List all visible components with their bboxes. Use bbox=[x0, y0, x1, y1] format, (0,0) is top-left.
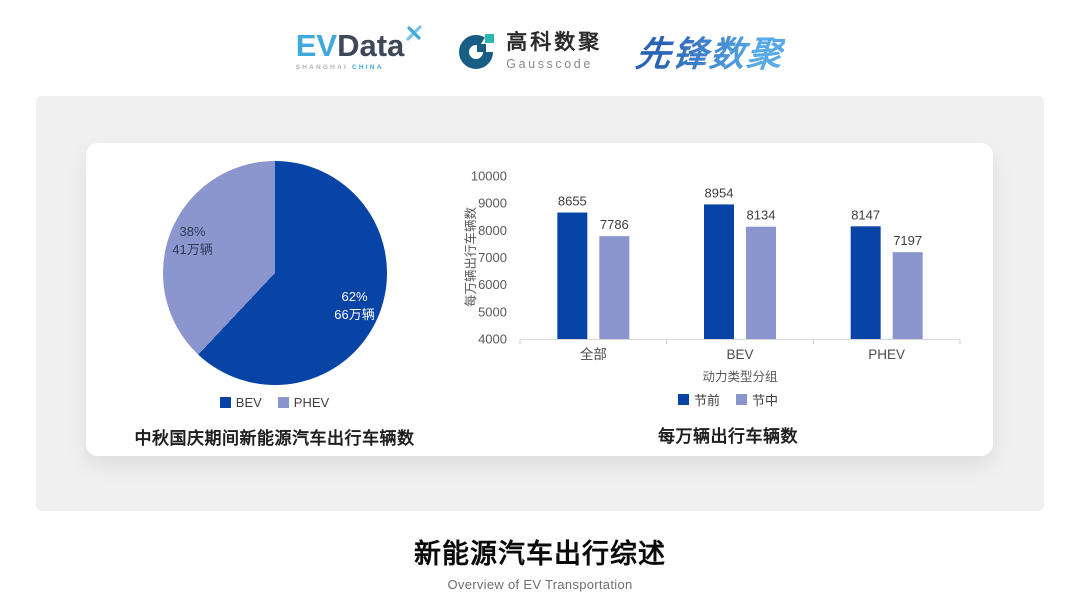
pie-circle bbox=[162, 161, 387, 385]
legend-swatch-icon bbox=[277, 397, 289, 408]
legend-swatch-icon bbox=[219, 397, 231, 408]
header-logos: EV Data SHANGHAI CHINA 高科数聚 Gausscode bbox=[0, 0, 1080, 96]
y-tick-label: 8000 bbox=[478, 223, 507, 238]
pioneer-logo: 先锋数聚 bbox=[634, 26, 787, 77]
bev-pct: 62% bbox=[341, 288, 368, 304]
gausscode-en-text: Gausscode bbox=[506, 56, 593, 71]
bar-节中-BEV bbox=[746, 226, 776, 339]
bar-value-label: 8954 bbox=[705, 185, 734, 200]
y-tick-label: 5000 bbox=[478, 304, 507, 319]
phev-pct: 38% bbox=[179, 223, 206, 239]
bar-legend-item-节中: 节中 bbox=[736, 390, 778, 409]
report-title: 新能源汽车出行综述 bbox=[414, 539, 666, 569]
pie-chart-section: 38% 41万辆 62% 66万辆 BEV PHEV 中秋国庆期间新能源汽车出行车… bbox=[86, 143, 463, 456]
gausscode-wordmark: 高科数聚 Gausscode bbox=[506, 31, 602, 72]
pie-legend-item-PHEV: PHEV bbox=[277, 395, 330, 410]
bar-chart-section: 10000 9000 8000 7000 6000 5000 4000 每万辆出行车辆数 865… bbox=[463, 143, 993, 456]
evdata-data-text: Data bbox=[337, 28, 405, 64]
bar-节中-全部 bbox=[599, 236, 630, 339]
evdata-tagline: SHANGHAI CHINA bbox=[296, 65, 424, 72]
bar-caption: 每万辆出行车辆数 bbox=[658, 427, 798, 446]
bar-节前-BEV bbox=[704, 204, 734, 339]
bar-value-label: 8147 bbox=[851, 207, 880, 222]
x-tick-label: PHEV bbox=[868, 347, 905, 362]
report-subtitle: Overview of EV Transportation bbox=[447, 577, 633, 592]
pie-slice-label-phev: 38% 41万辆 bbox=[172, 223, 212, 259]
legend-label: 节前 bbox=[693, 393, 720, 408]
pie-chart: 38% 41万辆 62% 66万辆 bbox=[162, 161, 387, 385]
bar-value-label: 8655 bbox=[558, 194, 587, 209]
pie-slice-label-bev: 62% 66万辆 bbox=[334, 288, 374, 324]
legend-swatch-icon bbox=[677, 394, 689, 405]
evdata-shanghai-text: SHANGHAI bbox=[295, 64, 348, 72]
y-tick-label: 9000 bbox=[478, 196, 507, 211]
evdata-logo: EV Data SHANGHAI CHINA bbox=[295, 25, 424, 72]
phev-amount: 41万辆 bbox=[172, 242, 213, 257]
pie-legend: BEV PHEV bbox=[219, 395, 330, 410]
bar-chart: 10000 9000 8000 7000 6000 5000 4000 每万辆出行车辆数 865… bbox=[463, 169, 961, 384]
pie-caption: 中秋国庆期间新能源汽车出行车辆数 bbox=[134, 429, 415, 448]
gausscode-logo: 高科数聚 Gausscode bbox=[457, 31, 602, 72]
legend-label: 节中 bbox=[752, 393, 779, 408]
bar-value-label: 8134 bbox=[747, 208, 776, 223]
gausscode-cn-text: 高科数聚 bbox=[506, 30, 603, 54]
legend-label: BEV bbox=[235, 395, 262, 410]
pie-legend-item-BEV: BEV bbox=[219, 395, 262, 410]
legend-label: PHEV bbox=[293, 395, 330, 410]
bar-legend-item-节前: 节前 bbox=[677, 390, 720, 409]
bev-amount: 66万辆 bbox=[334, 307, 375, 322]
x-tick-label: BEV bbox=[726, 347, 753, 362]
bar-legend: 节前 节中 bbox=[677, 390, 778, 409]
evdata-wordmark: EV Data bbox=[295, 25, 424, 64]
x-tick-label: 全部 bbox=[580, 346, 607, 362]
evdata-ev-text: EV bbox=[295, 28, 338, 64]
legend-swatch-icon bbox=[736, 394, 747, 405]
y-tick-label: 7000 bbox=[478, 250, 507, 265]
evdata-china-text: CHINA bbox=[352, 64, 384, 72]
bar-value-label: 7786 bbox=[600, 217, 629, 232]
bar-value-label: 7197 bbox=[893, 233, 922, 248]
bar-节前-全部 bbox=[557, 212, 588, 339]
report-panel: 38% 41万辆 62% 66万辆 BEV PHEV 中秋国庆期间新能源汽车出行车… bbox=[36, 96, 1044, 511]
y-axis-title: 每万辆出行车辆数 bbox=[463, 207, 478, 308]
y-tick-label: 10000 bbox=[471, 169, 507, 184]
charts-card: 38% 41万辆 62% 66万辆 BEV PHEV 中秋国庆期间新能源汽车出行车… bbox=[86, 143, 993, 456]
x-axis-title: 动力类型分组 bbox=[702, 370, 777, 384]
footer: 新能源汽车出行综述 Overview of EV Transportation bbox=[0, 532, 1080, 592]
gausscode-g-icon bbox=[459, 33, 495, 69]
bar-节前-PHEV bbox=[850, 226, 881, 339]
y-tick-label: 4000 bbox=[478, 332, 507, 347]
y-tick-label: 6000 bbox=[478, 277, 507, 292]
bar-节中-PHEV bbox=[892, 252, 923, 339]
page: EV Data SHANGHAI CHINA 高科数聚 Gausscode bbox=[0, 0, 1080, 592]
evdata-star-icon bbox=[406, 25, 422, 41]
